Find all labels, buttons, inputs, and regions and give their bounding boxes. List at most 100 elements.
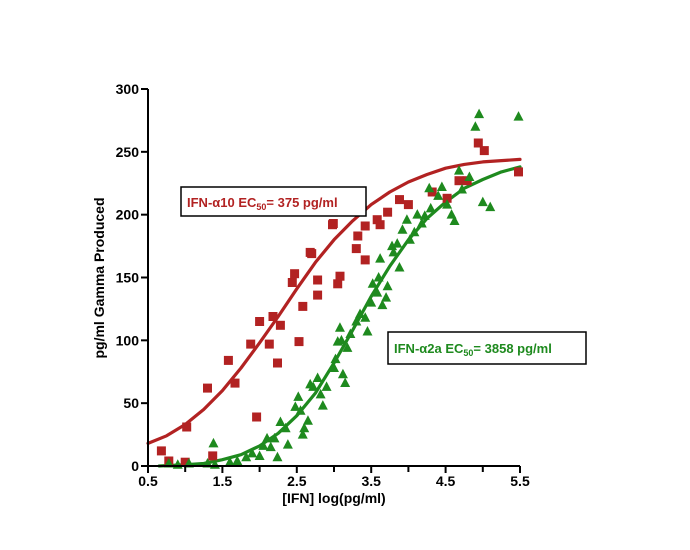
ifn-alpha2a-point xyxy=(366,297,377,307)
ifn-alpha2a-point xyxy=(247,447,258,458)
annotation-value: = 3858 pg/ml xyxy=(473,341,551,356)
ifn-alpha2a-point xyxy=(232,455,243,465)
ifn-alpha10-point xyxy=(403,200,413,210)
ifn-alpha2a-point xyxy=(295,405,306,415)
ifn-alpha2a-point xyxy=(275,416,286,427)
ifn-alpha10-point xyxy=(208,451,218,461)
ifn-alpha2a-point xyxy=(297,429,308,439)
ifn-alpha2a-point xyxy=(360,312,371,322)
ifn-alpha2a-point xyxy=(372,287,383,297)
ifn-alpha2a-point xyxy=(254,450,265,460)
ifn-alpha10-point xyxy=(298,301,308,311)
ifn-alpha10-point xyxy=(182,422,192,432)
ifn-alpha2a-point xyxy=(477,196,488,207)
annotation-ifn-alpha10: IFN-α10 EC50= 375 pg/ml xyxy=(180,186,367,217)
ifn-alpha10-point xyxy=(360,255,370,265)
ifn-alpha2a-point xyxy=(381,292,392,302)
ifn-alpha2a-point xyxy=(224,456,235,467)
ifn-alpha2a-point xyxy=(442,199,453,209)
x-tick-label: 3.5 xyxy=(361,473,381,489)
ifn-alpha2a-point xyxy=(377,299,388,310)
ifn-alpha2a-point xyxy=(258,440,269,450)
ifn-alpha2a-point xyxy=(392,238,403,248)
ifn-alpha10-point xyxy=(307,249,317,259)
y-tick-label: 200 xyxy=(116,207,140,223)
ifn-alpha2a-point xyxy=(425,202,436,213)
ifn-alpha10-point xyxy=(360,221,370,231)
ifn-alpha2a-point xyxy=(293,391,304,401)
ifn-alpha2a-point xyxy=(424,182,435,193)
annotation-ifn-alpha2a-text: IFN-α2a EC50= 3858 pg/ml xyxy=(394,341,552,358)
ifn-alpha10-point xyxy=(264,339,274,349)
ifn-alpha10-point xyxy=(473,138,483,148)
ifn-alpha10-point xyxy=(203,383,212,393)
x-tick-label: 0.5 xyxy=(138,473,158,489)
ifn-alpha2a-point xyxy=(404,234,415,244)
ifn-alpha2a-point xyxy=(262,432,273,443)
ifn-alpha10-point xyxy=(442,193,452,203)
ifn-alpha2a-point xyxy=(355,308,366,318)
ifn-alpha10-point xyxy=(230,378,240,388)
y-tick-label: 150 xyxy=(116,270,140,286)
annotation-label: IFN-α10 EC xyxy=(187,195,257,210)
ifn-alpha10-point xyxy=(273,358,282,368)
ifn-alpha2a-point xyxy=(470,121,481,131)
ifn-alpha2a-point xyxy=(282,439,293,449)
ifn-alpha2a-point xyxy=(265,441,276,452)
ifn-alpha10-point xyxy=(454,176,464,186)
x-tick-label: 1.5 xyxy=(213,473,233,489)
ifn-alpha2a-point xyxy=(436,181,447,192)
ifn-alpha10-point xyxy=(287,278,297,287)
x-tick-label: 5.5 xyxy=(510,473,530,489)
y-tick-label: 100 xyxy=(116,332,140,348)
ifn-alpha2a-point xyxy=(446,209,457,219)
ifn-alpha2a-point xyxy=(272,451,283,462)
ifn-alpha2a-point xyxy=(330,353,341,364)
ifn-alpha10-point xyxy=(290,269,300,279)
ifn-alpha10-point xyxy=(479,146,489,156)
ifn-alpha2a-point xyxy=(329,362,339,372)
ifn-alpha2a-point xyxy=(419,210,430,220)
annotation-box xyxy=(387,331,587,365)
ifn-alpha2a-point xyxy=(387,240,398,251)
ifn-alpha10-point xyxy=(383,207,393,217)
ifn-alpha2a-point xyxy=(299,422,310,433)
x-tick-label: 4.5 xyxy=(436,473,456,489)
ifn-alpha2a-point xyxy=(340,377,351,388)
ifn-alpha2a-point xyxy=(308,381,319,391)
ifn-alpha2a-point xyxy=(513,111,524,121)
x-tick-label: 2.5 xyxy=(287,473,307,489)
ifn-alpha10-point xyxy=(514,167,523,177)
ifn-alpha10-point xyxy=(375,220,385,230)
ifn-alpha10-point xyxy=(255,317,265,326)
ifn-alpha2a-point xyxy=(345,328,356,339)
ifn-alpha2a-point xyxy=(302,415,313,425)
y-tick-label: 0 xyxy=(131,458,139,474)
ifn-alpha10-point xyxy=(313,290,323,300)
ifn-alpha10-point xyxy=(333,279,343,289)
annotation-subscript: 50 xyxy=(463,348,473,358)
ifn-alpha2a-point xyxy=(334,322,345,332)
ifn-alpha10-point xyxy=(223,355,233,365)
ifn-alpha2a-point xyxy=(312,372,323,383)
ifn-alpha2a-point xyxy=(336,334,347,345)
ifn-alpha2a-point xyxy=(373,272,384,282)
ifn-alpha2a-point xyxy=(375,253,386,263)
ifn-alpha2a-point xyxy=(394,261,405,272)
ifn-alpha10-point xyxy=(353,231,363,241)
ifn-alpha10-point xyxy=(372,215,382,225)
ifn-alpha10-point xyxy=(268,312,278,321)
ifn-alpha2a-point xyxy=(269,432,280,443)
ifn-alpha2a-point xyxy=(397,224,408,234)
ifn-alpha2a-point xyxy=(485,201,496,212)
ifn-alpha10-fit-curve xyxy=(146,157,522,445)
ifn-alpha2a-point xyxy=(388,246,399,257)
annotation-ifn-alpha10-text: IFN-α10 EC50= 375 pg/ml xyxy=(187,195,338,212)
x-ticks: 0.5 1.5 2.5 3.5 4.5 5.5 xyxy=(138,466,530,489)
ifn-alpha2a-point xyxy=(382,280,393,291)
ifn-alpha2a-point xyxy=(241,451,252,462)
ifn-alpha2a-point xyxy=(409,226,420,237)
ifn-alpha10-point xyxy=(395,195,404,205)
ifn-alpha2a-point xyxy=(321,381,332,391)
